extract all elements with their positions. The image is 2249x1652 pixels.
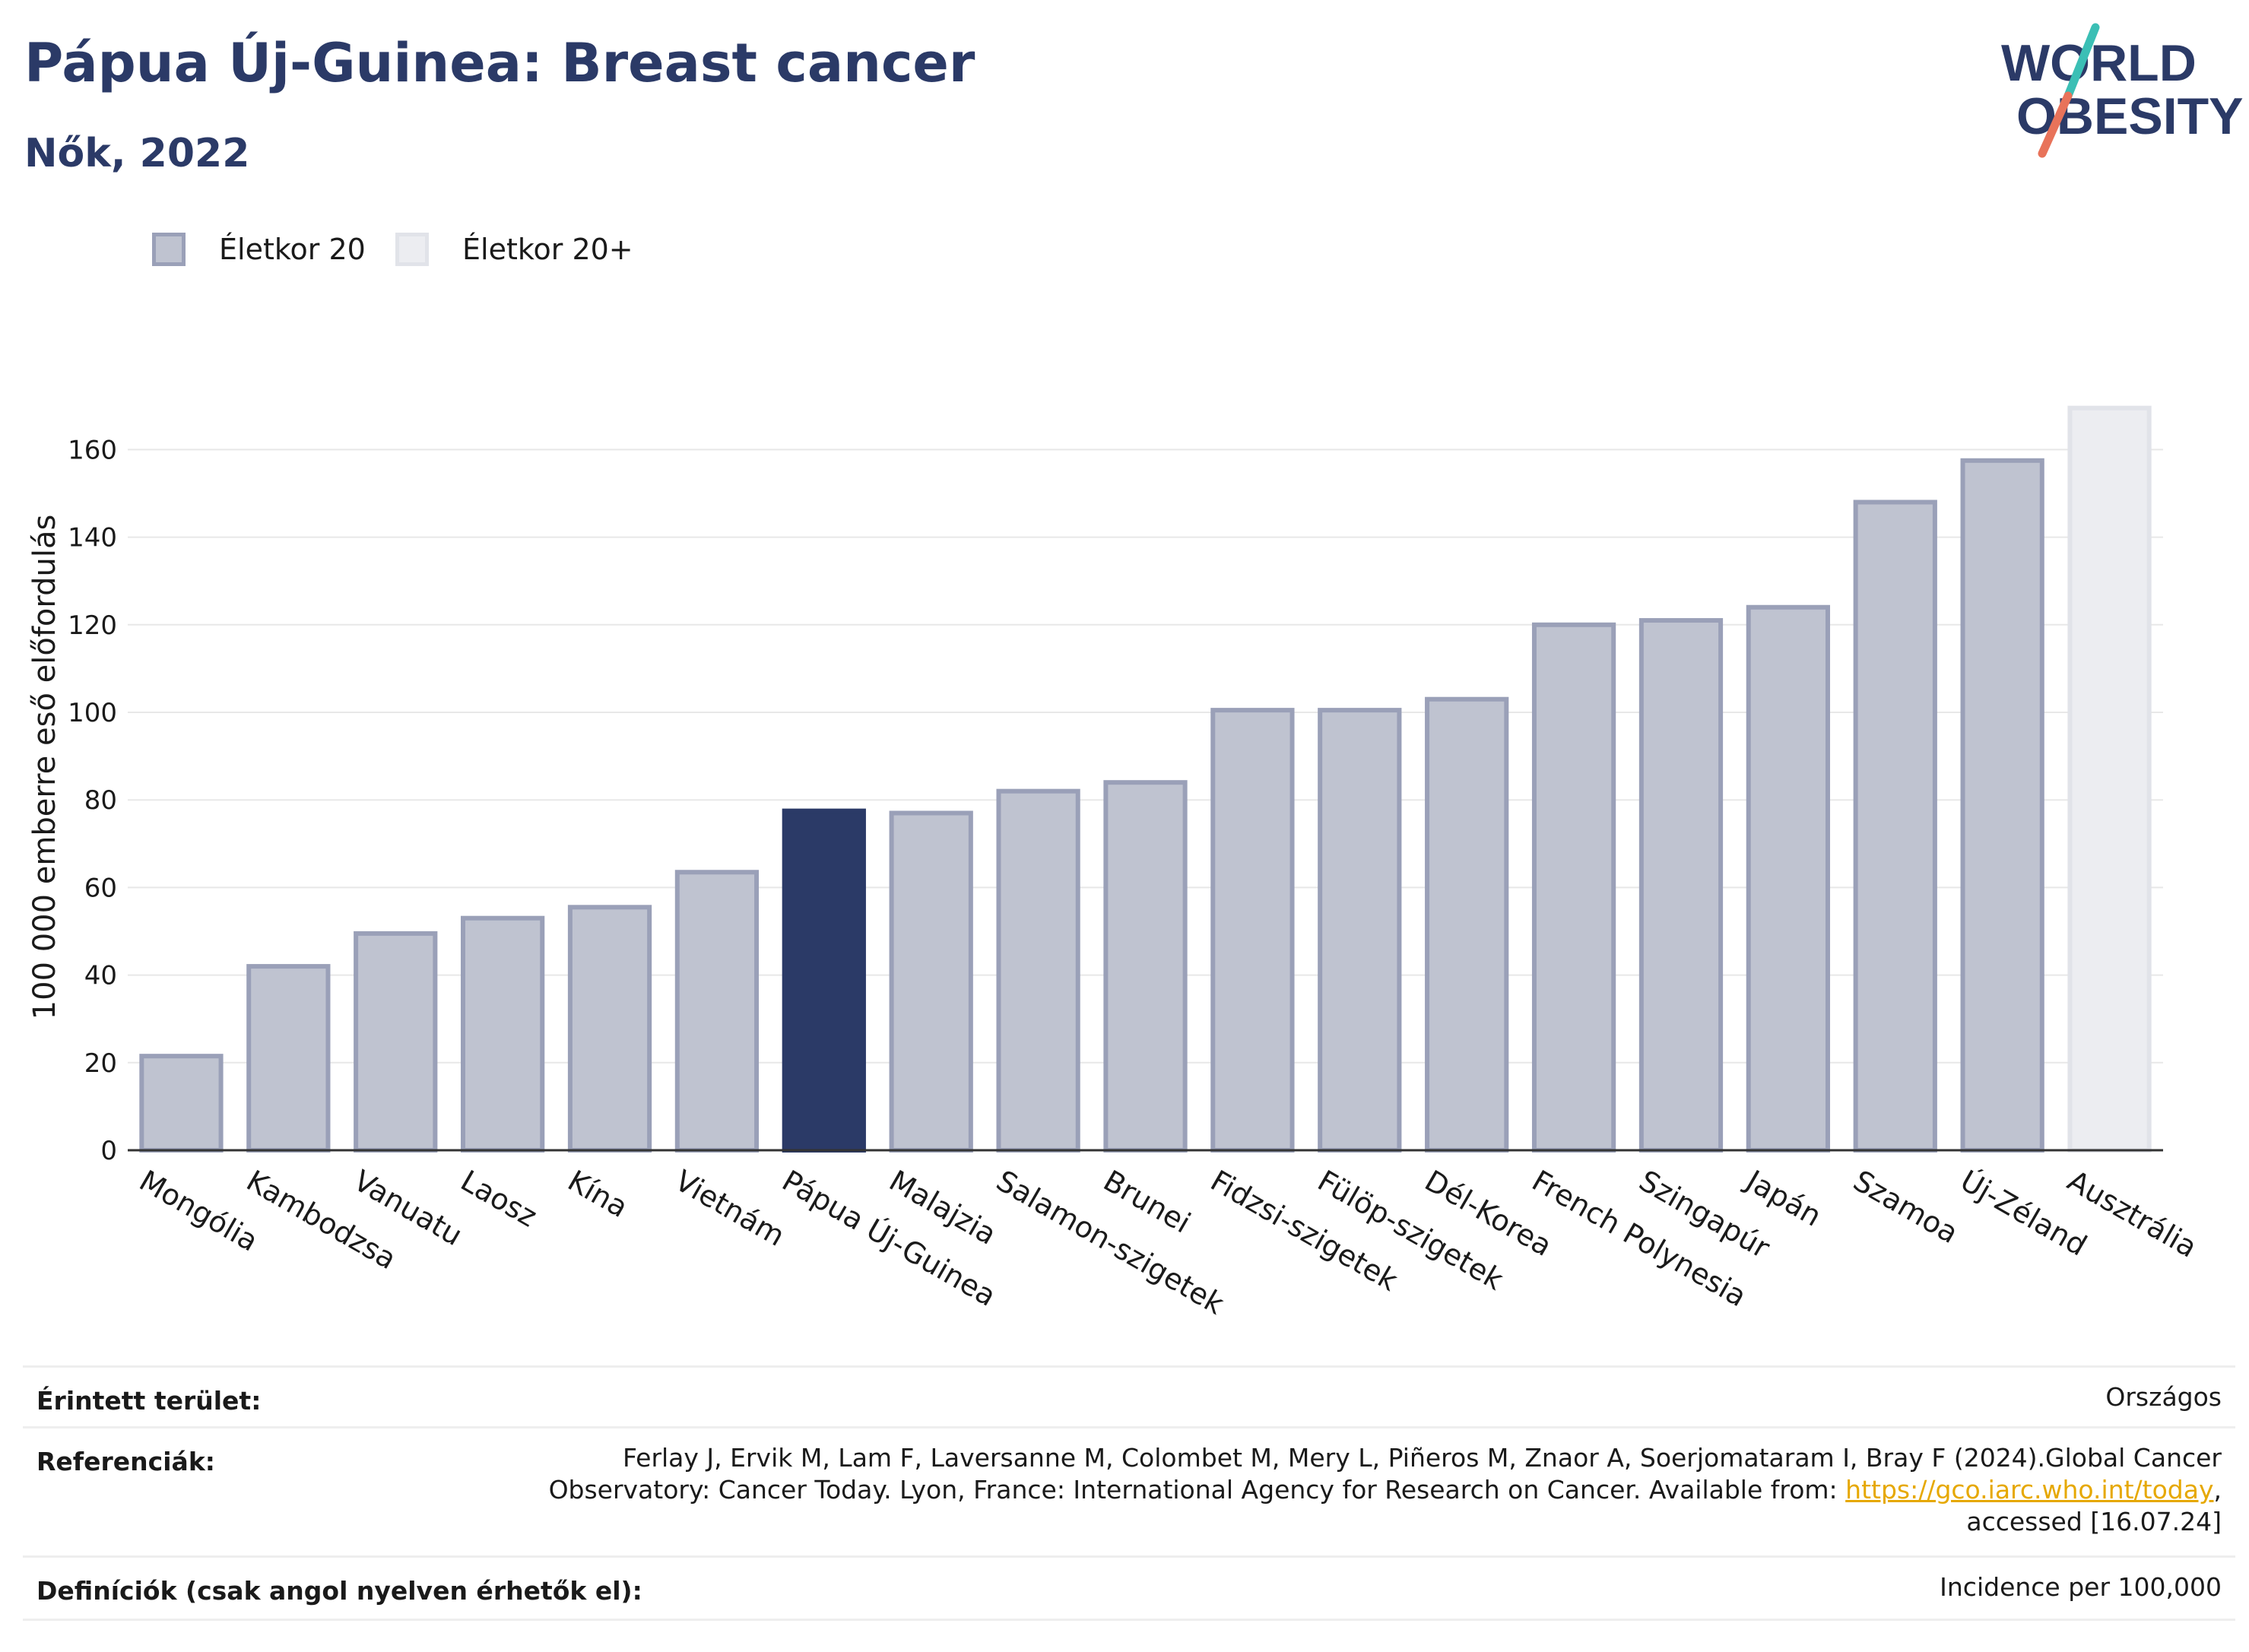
bar-11 [1318, 708, 1402, 1153]
legend-swatch-age-20-plus [395, 233, 429, 266]
reference-line-2: Observatory: Cancer Today. Lyon, France:… [549, 1474, 2222, 1506]
bar-4 [567, 905, 652, 1153]
bar-12 [1425, 696, 1509, 1153]
footer-row-area: Érintett terület: Országos [23, 1365, 2235, 1428]
logo-line1: WORLD [2001, 34, 2197, 92]
bar-3 [461, 915, 545, 1153]
x-tick-label: Fülöp-szigetek [1312, 1164, 1509, 1297]
reference-line-3: accessed [16.07.24] [1966, 1507, 2222, 1536]
x-tick-label: Vietnám [669, 1164, 790, 1253]
y-tick-label: 140 [68, 523, 117, 553]
bar-9 [1103, 780, 1188, 1153]
y-tick-label: 0 [100, 1136, 117, 1166]
bar-14 [1638, 618, 1724, 1153]
y-tick-label: 120 [68, 610, 117, 641]
bar-18 [2067, 405, 2152, 1153]
x-tick-label: Laosz [455, 1164, 543, 1234]
bar-2 [354, 931, 438, 1153]
x-tick-label: Mongólia [134, 1164, 264, 1258]
bar-13 [1531, 622, 1616, 1153]
chart-title: Pápua Új-Guinea: Breast cancer [24, 32, 975, 94]
logo-slash-teal [2063, 23, 2100, 100]
bar-17 [1960, 458, 2044, 1153]
logo-slash-coral [2038, 91, 2073, 158]
area-label: Érintett terület: [36, 1386, 262, 1416]
references-value: Ferlay J, Ervik M, Lam F, Laversanne M, … [549, 1442, 2222, 1538]
bar-0 [139, 1054, 224, 1153]
footer-row-definitions: Definíciók (csak angol nyelven érhetők e… [23, 1555, 2235, 1621]
bar-5 [674, 870, 760, 1153]
footer-row-references: Referenciák: Ferlay J, Ervik M, Lam F, L… [23, 1426, 2235, 1558]
definitions-value: Incidence per 100,000 [1940, 1572, 2222, 1602]
x-tick-label: Kína [563, 1164, 634, 1225]
bar-16 [1853, 499, 1937, 1153]
bar-8 [996, 788, 1080, 1153]
references-label: Referenciák: [36, 1447, 215, 1476]
bar-chart: 0 20 40 60 80 100 120 140 160 100 000 emberre eső… [27, 405, 2203, 1321]
y-tick-label: 20 [84, 1048, 117, 1079]
legend-item-age-20[interactable]: Életkor 20 [152, 227, 366, 272]
bar-1 [246, 964, 331, 1153]
reference-line-2-text: Observatory: Cancer Today. Lyon, France:… [548, 1475, 1846, 1505]
x-tick-label: Fidzsi-szigetek [1205, 1164, 1404, 1298]
y-tick-label: 160 [68, 435, 117, 465]
y-tick-label: 40 [84, 961, 117, 991]
bar-10 [1210, 708, 1295, 1153]
legend-swatch-age-20 [152, 233, 186, 266]
legend-label-age-20-plus: Életkor 20+ [462, 233, 633, 266]
y-tick-label: 80 [84, 785, 117, 816]
legend-item-age-20-plus[interactable]: Életkor 20+ [395, 227, 633, 272]
legend-label-age-20: Életkor 20 [219, 233, 366, 266]
chart-subtitle: Nők, 2022 [24, 131, 250, 176]
reference-line-1: Ferlay J, Ervik M, Lam F, Laversanne M, … [622, 1443, 2222, 1473]
definitions-label: Definíciók (csak angol nyelven érhetők e… [36, 1576, 642, 1606]
y-axis-title: 100 000 emberre eső előfordulás [27, 515, 62, 1020]
reference-link[interactable]: https://gco.iarc.who.int/today [1845, 1475, 2214, 1505]
bar-6 [782, 808, 866, 1153]
x-tick-label: Szamoa [1848, 1164, 1964, 1251]
y-tick-label: 60 [84, 873, 117, 903]
bar-15 [1746, 604, 1830, 1153]
world-obesity-logo: WORLD OBESITY [2001, 23, 2243, 158]
bar-7 [889, 810, 973, 1153]
area-value: Országos [2105, 1382, 2222, 1412]
y-tick-label: 100 [68, 698, 117, 728]
reference-line-2-end: , [2213, 1475, 2222, 1505]
